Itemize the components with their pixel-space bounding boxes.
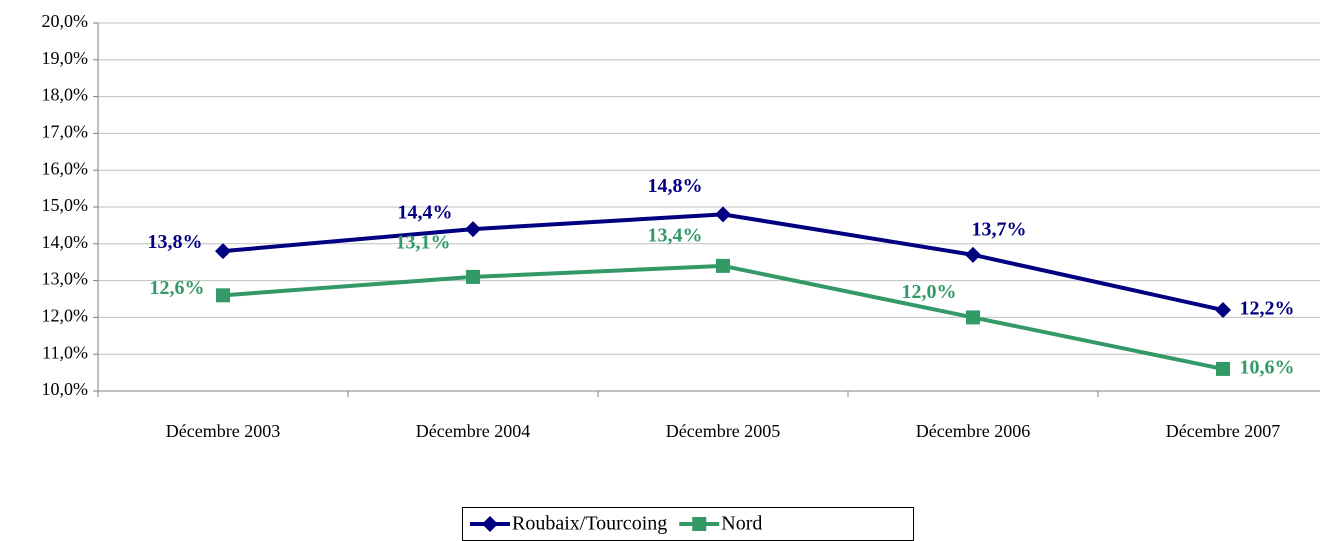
y-tick-label: 18,0% — [42, 85, 89, 105]
y-tick-label: 20,0% — [42, 11, 89, 31]
marker — [466, 269, 480, 284]
marker — [716, 258, 730, 273]
y-tick-label: 17,0% — [42, 122, 89, 142]
y-tick-label: 19,0% — [42, 48, 89, 68]
y-tick-label: 11,0% — [42, 342, 88, 362]
y-tick-label: 14,0% — [42, 232, 89, 252]
y-tick-label: 13,0% — [42, 269, 89, 289]
x-tick-label: Décembre 2007 — [1165, 421, 1281, 441]
y-tick-label: 15,0% — [42, 195, 89, 215]
data-label: 13,1% — [396, 232, 451, 254]
x-tick-label: Décembre 2004 — [415, 421, 531, 441]
marker — [215, 243, 231, 260]
marker — [465, 221, 481, 238]
data-label: 10,6% — [1240, 357, 1295, 379]
marker — [715, 206, 731, 223]
data-label: 13,8% — [148, 231, 203, 253]
data-label: 14,4% — [398, 202, 453, 224]
y-tick-label: 10,0% — [42, 379, 89, 399]
y-tick-label: 16,0% — [42, 158, 89, 178]
data-label: 14,8% — [648, 175, 703, 197]
data-label: 12,0% — [902, 281, 957, 303]
data-label: 13,4% — [648, 224, 703, 246]
legend: Roubaix/Tourcoing Nord — [462, 507, 914, 541]
marker — [965, 246, 981, 263]
data-label: 12,6% — [150, 277, 205, 299]
x-tick-label: Décembre 2006 — [915, 421, 1031, 441]
y-tick-label: 12,0% — [42, 306, 89, 326]
marker — [216, 288, 230, 303]
legend-marker — [692, 517, 707, 531]
marker — [1216, 361, 1230, 376]
x-tick-label: Décembre 2005 — [665, 421, 781, 441]
data-label: 13,7% — [972, 218, 1027, 240]
marker — [1215, 302, 1231, 319]
marker — [966, 310, 980, 325]
legend-label: Nord — [721, 513, 762, 535]
legend-marker — [482, 516, 498, 532]
data-label: 12,2% — [1240, 298, 1295, 320]
legend-label: Roubaix/Tourcoing — [512, 513, 667, 535]
x-tick-label: Décembre 2003 — [165, 421, 281, 441]
